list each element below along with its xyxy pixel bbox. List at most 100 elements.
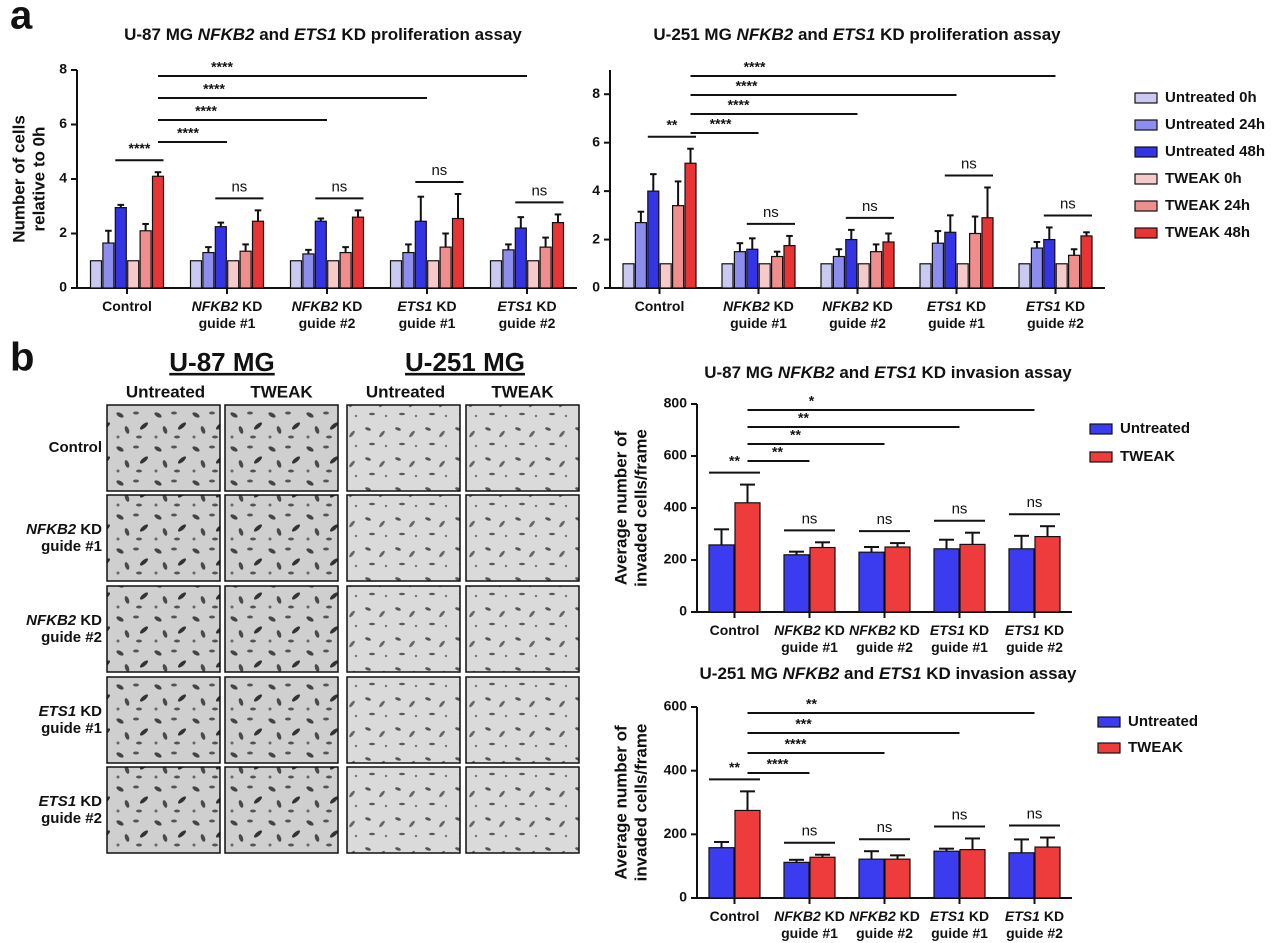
bar [1067, 254, 1081, 289]
bar [733, 251, 747, 289]
legend-label: TWEAK 48h [1165, 224, 1250, 241]
bar [809, 546, 836, 613]
y-axis-label: Average number of [611, 431, 630, 586]
bar [845, 238, 858, 289]
chart-title: U-251 MG NFKB2 and ETS1 KD proliferation… [653, 25, 1061, 44]
bar [351, 216, 365, 289]
bar [671, 205, 685, 289]
y-tick-label: 8 [59, 61, 67, 77]
bar [389, 260, 403, 289]
bar [339, 251, 352, 289]
bar [551, 222, 565, 289]
significance-label: **** [203, 81, 225, 97]
legend-swatch [1134, 146, 1158, 158]
x-tick-label: NFKB2 KD guide #2 [292, 298, 363, 331]
x-tick-label: Control [710, 622, 760, 638]
bar [127, 260, 140, 289]
bar [857, 263, 870, 289]
bar [783, 245, 796, 289]
group-label: U-87 MG [169, 347, 274, 377]
y-tick-label: 6 [592, 133, 600, 149]
significance-label: ** [806, 696, 817, 712]
significance-label: **** [710, 116, 732, 132]
bar [402, 251, 415, 289]
significance-label: *** [795, 716, 812, 732]
x-tick-label: NFKB2 KD guide #2 [849, 908, 920, 941]
micrograph [465, 404, 580, 492]
bar [931, 242, 945, 289]
x-tick-label: NFKB2 KD guide #1 [774, 622, 845, 655]
micrograph [465, 676, 580, 764]
significance-label: ns [877, 511, 893, 528]
micrograph [106, 766, 221, 854]
significance-label: ns [952, 501, 968, 518]
chart-title: U-87 MG NFKB2 and ETS1 KD invasion assay [704, 363, 1072, 382]
bar [239, 250, 252, 289]
bar [439, 246, 452, 289]
significance-label: ns [763, 204, 779, 221]
micrograph [106, 585, 221, 673]
bar [858, 858, 885, 899]
x-tick-label: ETS1 KD guide #1 [927, 298, 986, 331]
bar [708, 847, 735, 899]
bar [1080, 235, 1093, 289]
bar [708, 544, 735, 613]
bar [734, 809, 761, 899]
bar [502, 249, 515, 289]
bar [139, 230, 152, 289]
micrograph [106, 676, 221, 764]
significance-label: **** [195, 103, 217, 119]
y-tick-label: 400 [664, 499, 688, 515]
bar [858, 551, 885, 613]
micrograph [346, 766, 461, 854]
bar [933, 850, 960, 899]
micrograph [465, 585, 580, 673]
significance-label: **** [177, 125, 199, 141]
y-tick-label: 8 [592, 85, 600, 101]
significance-label: ns [862, 198, 878, 215]
legend-label: Untreated [1128, 713, 1198, 730]
micrograph [465, 766, 580, 854]
legend-label: Untreated 24h [1165, 116, 1265, 133]
micrograph [346, 494, 461, 582]
bar [809, 856, 836, 899]
y-tick-label: 0 [679, 889, 687, 905]
significance-label: ** [772, 444, 783, 460]
bar [251, 220, 265, 289]
significance-label: **** [728, 97, 750, 113]
x-tick-label: NFKB2 KD guide #2 [822, 298, 893, 331]
bar [820, 263, 833, 289]
legend-label: Untreated [1120, 420, 1190, 437]
significance-label: ns [331, 178, 347, 195]
significance-label: ns [961, 155, 977, 172]
y-tick-label: 600 [664, 447, 688, 463]
significance-label: ** [790, 427, 801, 443]
bar [919, 263, 932, 289]
group-label: U-251 MG [405, 347, 525, 377]
x-tick-label: ETS1 KD guide #2 [1026, 298, 1085, 331]
x-tick-label: Control [635, 298, 685, 314]
bar [102, 242, 115, 289]
bar [956, 263, 969, 289]
bar [634, 222, 648, 289]
bar [684, 162, 697, 289]
y-tick-label: 800 [664, 395, 688, 411]
y-tick-label: 4 [592, 182, 600, 198]
y-axis-label: relative to 0h [29, 127, 48, 232]
significance-label: ns [1027, 494, 1043, 511]
micrograph [224, 404, 339, 492]
micrograph [346, 676, 461, 764]
bar [734, 502, 761, 613]
bar [314, 220, 327, 289]
bar [327, 260, 340, 289]
panel-label: b [10, 336, 34, 380]
legend-swatch [1134, 200, 1158, 212]
bar [489, 260, 503, 289]
bar [451, 217, 465, 289]
bar [89, 260, 103, 289]
row-label: NFKB2 KD guide #2 [26, 612, 102, 646]
bar [114, 207, 127, 289]
x-tick-label: ETS1 KD guide #2 [1005, 908, 1064, 941]
bar [202, 251, 215, 289]
